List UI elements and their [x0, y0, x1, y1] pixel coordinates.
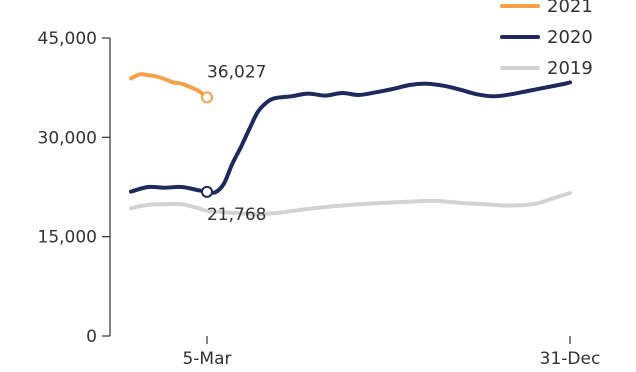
y-tick-label: 0: [86, 327, 97, 347]
y-tick-label: 15,000: [38, 228, 97, 248]
series-line-2021: [129, 72, 209, 100]
x-tick-label: 5-Mar: [182, 349, 231, 369]
legend: 2021 2020 2019: [500, 0, 593, 79]
series-layer: [129, 72, 572, 217]
series-line-2019: [129, 191, 572, 217]
annotation-layer: 36,027 21,768: [200, 62, 266, 225]
x-axis: 5-Mar 31-Dec: [182, 336, 600, 369]
legend-label-2020: 2020: [547, 27, 593, 48]
legend-label-2019: 2019: [547, 58, 593, 79]
x-tick-label: 31-Dec: [540, 349, 601, 369]
series-line-2020: [129, 80, 572, 195]
marker-2021: [200, 91, 213, 104]
value-label-2021: 36,027: [207, 62, 266, 82]
value-label-2020: 21,768: [207, 205, 266, 225]
marker-2020: [200, 185, 213, 198]
y-tick-label: 30,000: [38, 128, 97, 148]
y-tick-label: 45,000: [38, 29, 97, 49]
legend-label-2021: 2021: [547, 0, 593, 17]
y-axis: 0 15,000 30,000 45,000: [38, 29, 111, 347]
